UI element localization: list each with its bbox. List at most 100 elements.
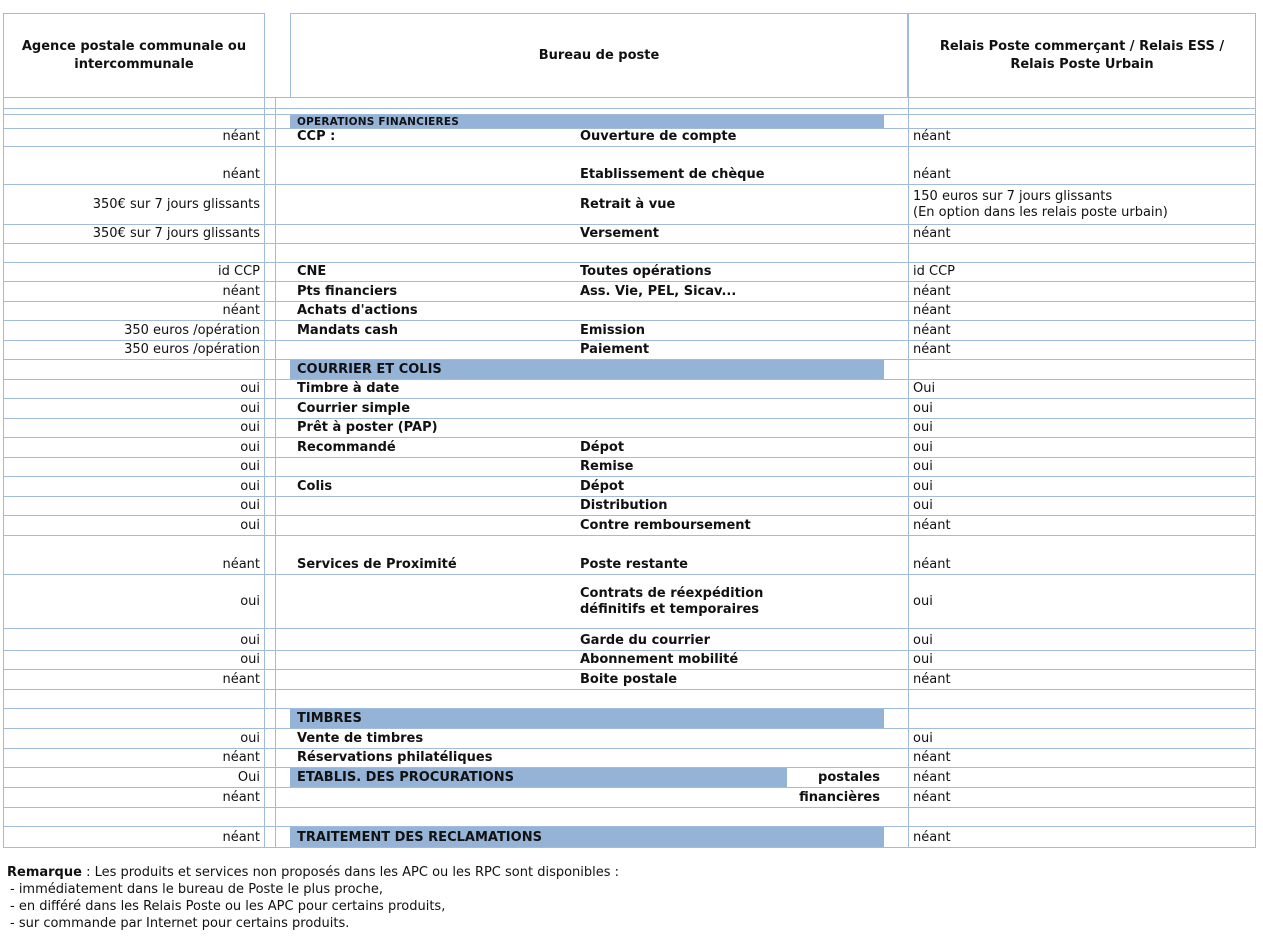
gap-cell xyxy=(265,302,276,320)
cell-sub-label xyxy=(787,575,884,628)
cell-service-group xyxy=(290,497,577,515)
gap-cell xyxy=(276,670,290,689)
gap-cell xyxy=(884,808,908,826)
cell-service-label xyxy=(577,380,787,398)
footnote-item: - en différé dans les Relais Poste ou le… xyxy=(10,899,446,914)
cell-apc-value xyxy=(3,244,265,262)
cell-relais-value xyxy=(908,360,1256,379)
table-row xyxy=(3,109,1256,115)
cell-sub-label xyxy=(787,651,884,669)
cell-apc-value: oui xyxy=(3,497,265,515)
gap-cell xyxy=(884,244,908,262)
gap-cell xyxy=(276,282,290,301)
gap-cell xyxy=(884,380,908,398)
gap-cell xyxy=(276,109,290,114)
cell-apc-value: néant xyxy=(3,749,265,767)
section-header-timbres: TIMBRES xyxy=(290,709,884,728)
cell-relais-value: oui xyxy=(908,438,1256,457)
cell-apc-value: oui xyxy=(3,399,265,418)
gap-cell xyxy=(884,282,908,301)
gap-cell xyxy=(276,749,290,767)
gap-cell xyxy=(265,129,276,146)
cell-sub-label xyxy=(787,321,884,340)
header-relais: Relais Poste commerçant / Relais ESS / R… xyxy=(908,13,1256,98)
gap-cell xyxy=(265,380,276,398)
section-header-traitement-reclamations: TRAITEMENT DES RECLAMATIONS xyxy=(290,827,884,847)
table-row: 350 euros /opération Mandats cash Emissio… xyxy=(3,321,1256,341)
cell-service-group: Colis xyxy=(297,479,333,494)
cell-apc-value: néant xyxy=(3,129,265,146)
cell-relais-value: néant xyxy=(908,788,1256,807)
gap-cell xyxy=(265,147,276,184)
gap-cell xyxy=(265,749,276,767)
gap-cell xyxy=(884,827,908,847)
cell-service-group: Prêt à poster (PAP) xyxy=(297,420,438,435)
cell-service-group xyxy=(290,98,577,108)
gap-cell xyxy=(265,788,276,807)
cell-service-label xyxy=(577,98,787,108)
gap-cell xyxy=(884,360,908,379)
cell-relais-value: oui xyxy=(908,458,1256,476)
gap-cell xyxy=(265,360,276,379)
cell-service-group xyxy=(290,341,577,359)
cell-sub-label xyxy=(787,129,884,146)
cell-service-group xyxy=(290,629,577,650)
gap-cell xyxy=(884,419,908,437)
cell-service-label xyxy=(577,302,787,320)
gap-cell xyxy=(276,458,290,476)
cell-apc-value: oui xyxy=(3,629,265,650)
cell-relais-value xyxy=(908,808,1256,826)
table-row: néant Boite postale néant xyxy=(3,670,1256,690)
table-row xyxy=(3,690,1256,709)
gap-cell xyxy=(265,516,276,535)
cell-service-group xyxy=(290,690,577,708)
cell-service-group xyxy=(290,516,577,535)
gap-cell xyxy=(276,399,290,418)
cell-service-group xyxy=(290,244,577,262)
cell-service-label: Etablissement de chèque xyxy=(580,167,765,182)
gap-cell xyxy=(265,98,276,108)
gap-cell xyxy=(884,629,908,650)
table-row: oui Colis Dépot oui xyxy=(3,477,1256,497)
cell-apc-value xyxy=(3,808,265,826)
cell-relais-value: oui xyxy=(908,419,1256,437)
cell-sub-label xyxy=(787,629,884,650)
gap-cell xyxy=(276,244,290,262)
cell-relais-value xyxy=(908,690,1256,708)
gap-cell xyxy=(265,321,276,340)
gap-cell xyxy=(276,147,290,184)
cell-service-label: Distribution xyxy=(580,498,668,513)
section-header-etablis-procurations: ETABLIS. DES PROCURATIONS xyxy=(290,768,787,787)
gap-cell xyxy=(265,536,276,574)
header-bureau-de-poste: Bureau de poste xyxy=(290,13,908,98)
gap-cell xyxy=(884,670,908,689)
cell-apc-value: néant xyxy=(3,827,265,847)
cell-relais-value: oui xyxy=(908,651,1256,669)
cell-service-group: Réservations philatéliques xyxy=(297,750,493,765)
cell-apc-value: oui xyxy=(3,651,265,669)
gap-cell xyxy=(265,109,276,114)
table-row: oui Distribution oui xyxy=(3,497,1256,516)
gap-cell xyxy=(265,808,276,826)
cell-service-group xyxy=(290,670,577,689)
cell-relais-value: néant xyxy=(908,536,1256,574)
cell-relais-value: oui xyxy=(908,477,1256,496)
footnote-intro: Remarque : Les produits et services non … xyxy=(7,864,1263,881)
table-row: oui Contrats de réexpédition définitifs … xyxy=(3,575,1256,629)
cell-apc-value: néant xyxy=(3,147,265,184)
cell-apc-value: oui xyxy=(3,516,265,535)
cell-apc-value: néant xyxy=(3,536,265,574)
gap-cell xyxy=(276,768,290,787)
gap-cell xyxy=(276,380,290,398)
table-section-row: OPERATIONS FINANCIERES xyxy=(3,115,1256,129)
table-row: oui Garde du courrier oui xyxy=(3,629,1256,651)
cell-service-label: Boite postale xyxy=(580,672,678,687)
cell-sub-label xyxy=(787,263,884,281)
gap-cell xyxy=(884,729,908,748)
cell-relais-value xyxy=(908,115,1256,128)
footnote-title: Remarque xyxy=(7,865,82,880)
gap-cell xyxy=(884,98,908,108)
table-row: 350€ sur 7 jours glissants Retrait à vue… xyxy=(3,185,1256,225)
footnote-item: - sur commande par Internet pour certain… xyxy=(10,916,350,931)
gap-cell xyxy=(276,321,290,340)
